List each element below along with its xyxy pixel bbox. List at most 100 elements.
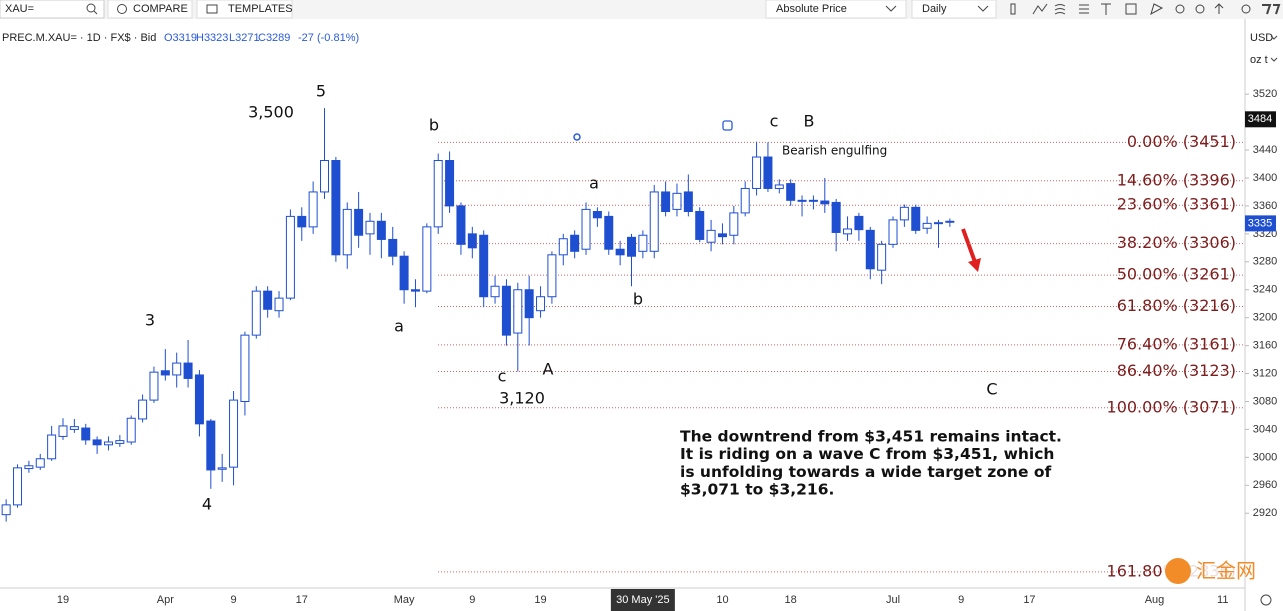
candle-body <box>479 234 489 298</box>
y-tick-label: 3360 <box>1253 200 1277 212</box>
compare-button[interactable] <box>107 0 193 19</box>
candle-body <box>740 187 750 214</box>
tool-icon[interactable] <box>1175 4 1185 14</box>
interval-label: Daily <box>922 3 947 15</box>
candle-body <box>160 370 170 376</box>
candle-body <box>774 184 784 189</box>
ohlc-open: O3319 <box>164 32 197 44</box>
commentary-line: is unfolding towards a wide target zone … <box>680 463 1052 481</box>
candle-body <box>706 229 716 243</box>
y-tick-label: 3440 <box>1253 144 1277 156</box>
candle-body <box>376 220 386 240</box>
candle-body <box>172 362 182 376</box>
candle-body <box>24 465 34 470</box>
candle-body <box>115 440 125 444</box>
candle-body <box>13 467 23 506</box>
y-tick-label: 2920 <box>1253 507 1277 519</box>
price-badge <box>1245 215 1276 232</box>
x-tick-label: May <box>394 594 415 606</box>
fib-label: 14.60% (3396) <box>1117 170 1236 189</box>
candle-body <box>820 200 830 205</box>
candle-body <box>251 290 261 336</box>
candle-body <box>149 371 159 401</box>
tool-icon[interactable] <box>1010 3 1016 15</box>
ohlc-high: H3323 <box>196 32 228 44</box>
candle-body <box>126 417 136 443</box>
price-mode-dropdown[interactable] <box>765 0 907 19</box>
candle-body <box>513 289 523 334</box>
marker-square <box>722 120 733 131</box>
fib-label: 61.80% (3216) <box>1117 296 1236 315</box>
x-tick-label: 9 <box>958 594 964 606</box>
tool-icon[interactable] <box>1150 3 1164 16</box>
candle-body <box>354 208 364 236</box>
candle-body <box>536 296 546 312</box>
tool-icon[interactable] <box>1101 3 1111 15</box>
candle-body <box>308 191 318 228</box>
settings-icon[interactable] <box>1260 594 1272 606</box>
tool-icon[interactable] <box>1032 3 1048 15</box>
currency[interactable]: USD <box>1250 32 1273 44</box>
wave-label: 5 <box>316 82 326 101</box>
templates-button[interactable] <box>196 0 293 19</box>
x-tick-label: 19 <box>534 594 546 606</box>
candle-body <box>194 374 204 425</box>
candle-body <box>649 191 659 252</box>
tool-icon[interactable] <box>1262 4 1281 15</box>
wave-label: c <box>770 112 779 131</box>
candle-body <box>388 238 398 257</box>
x-tick-label: Jul <box>886 594 900 606</box>
y-tick-label: 3280 <box>1253 256 1277 268</box>
candle-body <box>501 285 511 336</box>
candle-body <box>581 208 591 250</box>
instrument: PREC.M.XAU= · 1D · FX$ · Bid <box>2 32 156 44</box>
y-tick-label: 3200 <box>1253 312 1277 324</box>
tool-icon[interactable] <box>1054 4 1066 15</box>
interval-dropdown[interactable] <box>911 0 997 19</box>
chevron <box>977 5 989 12</box>
candle-body <box>922 222 932 229</box>
candle-body <box>320 160 330 193</box>
symbol-search[interactable] <box>0 0 105 19</box>
candle-body <box>911 206 921 231</box>
candle-body <box>47 434 57 460</box>
y-tick-label: 3000 <box>1253 451 1277 463</box>
candle-body <box>297 215 307 228</box>
price-badge-label: 3335 <box>1248 217 1272 229</box>
y-tick-label: 3400 <box>1253 172 1277 184</box>
price-badge-label: 3484 <box>1248 113 1272 125</box>
candle-body <box>661 191 671 213</box>
price-badge <box>1245 111 1276 128</box>
wave-label: 4 <box>202 495 212 514</box>
candle-body <box>445 160 455 207</box>
candle-body <box>81 427 91 441</box>
x-tick-label: 10 <box>716 594 728 606</box>
x-tick-label: 9 <box>469 594 475 606</box>
candle-body <box>467 233 477 249</box>
fib-label: 0.00% (3451) <box>1127 132 1236 151</box>
fib-label: 50.00% (3261) <box>1117 265 1236 284</box>
candle-body <box>422 226 432 292</box>
price-mode-label: Absolute Price <box>776 3 847 15</box>
tool-icon[interactable] <box>1241 4 1251 14</box>
tool-icon[interactable] <box>1079 4 1089 14</box>
unit[interactable]: oz t <box>1250 54 1268 66</box>
candle-body <box>615 248 625 256</box>
wave-label: 3 <box>145 311 155 330</box>
candle-body <box>410 289 420 292</box>
ohlc-change: -27 (-0.81%) <box>298 32 359 44</box>
candle-body <box>570 234 580 252</box>
candle-body <box>797 199 807 202</box>
red-arrow-head <box>968 258 981 272</box>
wave-label: C <box>986 380 997 399</box>
marker-circle <box>573 133 581 141</box>
tool-icon[interactable] <box>1195 4 1205 14</box>
commentary-line: $3,071 to $3,216. <box>680 481 834 499</box>
tool-icon[interactable] <box>1125 3 1137 15</box>
commentary-line: The downtrend from $3,451 remains intact… <box>680 428 1062 446</box>
tool-icon[interactable] <box>1214 3 1224 14</box>
candle-body <box>69 426 79 430</box>
fib-label: 100.00% (3071) <box>1107 397 1236 416</box>
candle-body <box>490 285 500 298</box>
